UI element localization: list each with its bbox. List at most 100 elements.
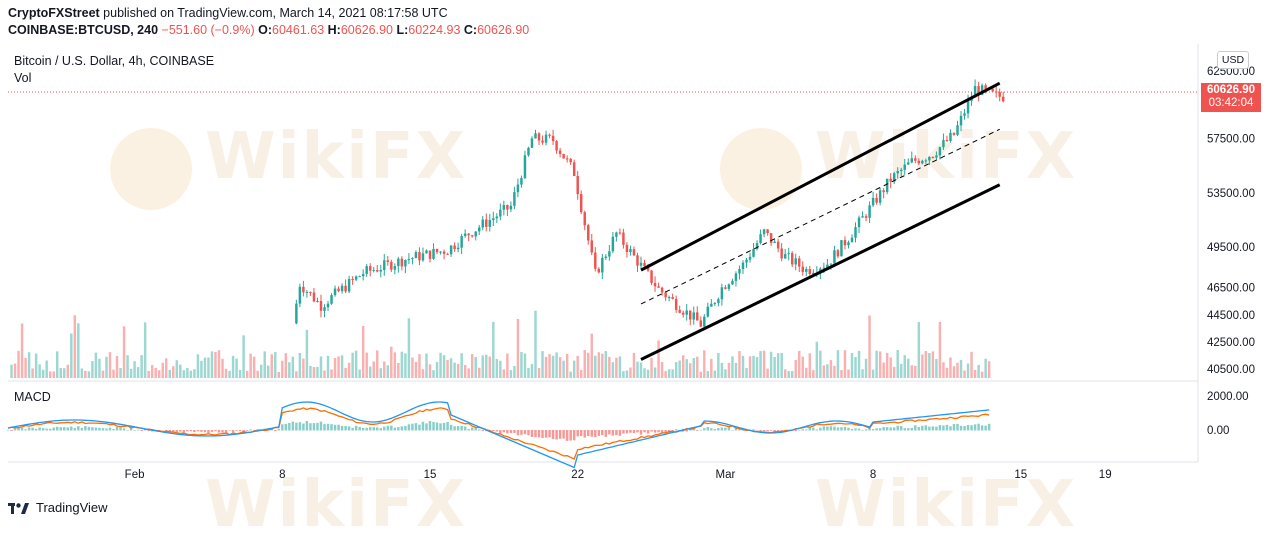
- macd-histogram-bar: [516, 430, 520, 436]
- volume-label[interactable]: Vol: [14, 71, 32, 85]
- volume-bar: [179, 364, 182, 378]
- candle: [404, 259, 407, 267]
- volume-bar: [150, 365, 154, 378]
- chart-title[interactable]: Bitcoin / U.S. Dollar, 4h, COINBASE: [14, 54, 215, 68]
- volume-bar: [235, 358, 238, 378]
- macd-histogram-bar: [636, 430, 639, 433]
- macd-histogram-bar: [833, 426, 836, 431]
- macd-histogram-bar: [889, 427, 892, 431]
- high-label: H:: [327, 23, 341, 37]
- volume-bar: [390, 346, 393, 378]
- volume-bar: [601, 353, 604, 378]
- volume-bar: [115, 355, 119, 378]
- candle: [822, 267, 826, 269]
- macd-histogram-bar: [105, 428, 108, 431]
- candle: [812, 272, 815, 274]
- macd-label[interactable]: MACD: [14, 390, 51, 404]
- volume-bar: [657, 340, 660, 378]
- candle: [319, 300, 323, 311]
- macd-histogram-bar: [245, 430, 249, 431]
- volume-bar: [432, 370, 435, 378]
- candle: [537, 133, 541, 141]
- volume-bar: [421, 369, 425, 378]
- volume-bar: [365, 352, 368, 378]
- volume-bar: [917, 322, 921, 378]
- candle: [523, 155, 527, 179]
- macd-histogram-bar: [20, 427, 24, 431]
- volume-bar: [284, 353, 288, 378]
- volume-bar: [411, 357, 414, 378]
- volume-bar: [267, 365, 270, 378]
- volume-bar: [685, 359, 688, 378]
- volume-bar: [210, 351, 214, 378]
- candle: [467, 233, 470, 236]
- macd-histogram-bar: [323, 424, 326, 431]
- volume-bar: [579, 370, 583, 378]
- candle: [558, 150, 562, 154]
- candle: [435, 248, 439, 253]
- volume-bar: [203, 357, 207, 378]
- macd-histogram-bar: [73, 428, 77, 431]
- macd-histogram-bar: [829, 426, 833, 431]
- volume-bar: [13, 363, 17, 378]
- publisher-name[interactable]: CryptoFXStreet: [8, 6, 100, 20]
- macd-histogram-bar: [780, 430, 783, 431]
- volume-bar: [696, 356, 699, 378]
- candle: [720, 287, 724, 300]
- candle: [998, 92, 1001, 97]
- macd-histogram-bar: [534, 430, 537, 438]
- volume-bar: [910, 365, 914, 378]
- macd-histogram-bar: [186, 430, 189, 432]
- volume-bar: [189, 370, 193, 378]
- candle: [991, 88, 994, 92]
- macd-histogram-bar: [562, 430, 565, 439]
- macd-histogram-bar: [428, 421, 432, 431]
- macd-histogram-bar: [499, 430, 502, 434]
- volume-bar: [492, 321, 495, 378]
- candle: [629, 249, 632, 253]
- currency-button[interactable]: USD: [1217, 51, 1249, 69]
- volume-bar: [815, 341, 819, 378]
- close-value: 60626.90: [477, 23, 530, 37]
- candle: [681, 312, 685, 315]
- volume-bar: [773, 357, 776, 378]
- volume-bar: [333, 357, 337, 378]
- volume-bar: [435, 362, 439, 378]
- macd-histogram-bar: [379, 428, 382, 431]
- candle: [748, 256, 752, 260]
- macd-histogram-bar: [91, 427, 94, 431]
- volume-bar: [175, 360, 179, 378]
- macd-histogram-bar: [699, 429, 703, 431]
- footer-brand[interactable]: TradingView: [8, 500, 108, 515]
- candle: [636, 255, 639, 266]
- volume-bar: [727, 362, 731, 378]
- volume-bar: [646, 369, 650, 378]
- candlestick-chart[interactable]: 62500.00 57500.00 53500.00 49500.00 46500.00…: [0, 0, 1274, 528]
- macd-histogram-bar: [558, 430, 562, 439]
- macd-histogram-bar: [801, 429, 804, 431]
- volume-bar: [186, 368, 189, 378]
- macd-histogram-bar: [41, 428, 45, 431]
- candle: [361, 273, 365, 277]
- candle: [653, 282, 657, 287]
- candle: [882, 190, 885, 193]
- macd-histogram-bar: [101, 428, 105, 431]
- macd-histogram-bar: [196, 430, 200, 432]
- low-label: L:: [396, 23, 409, 37]
- volume-bar: [931, 351, 935, 378]
- publish-info: CryptoFXStreet published on TradingView.…: [8, 6, 448, 20]
- macd-histogram-bar: [935, 426, 938, 431]
- volume-bar: [393, 352, 397, 378]
- volume-bar: [502, 369, 506, 378]
- macd-histogram-bar: [615, 430, 618, 436]
- volume-bar: [667, 369, 671, 378]
- volume-bar: [636, 361, 639, 378]
- candle: [914, 158, 917, 161]
- open-label: O:: [258, 23, 273, 37]
- candle: [685, 310, 688, 315]
- macd-histogram-bar: [27, 427, 31, 431]
- channel-lower-line: [640, 183, 1001, 361]
- volume-bar: [892, 366, 896, 378]
- volume-bar: [140, 355, 143, 378]
- volume-bar: [105, 356, 108, 378]
